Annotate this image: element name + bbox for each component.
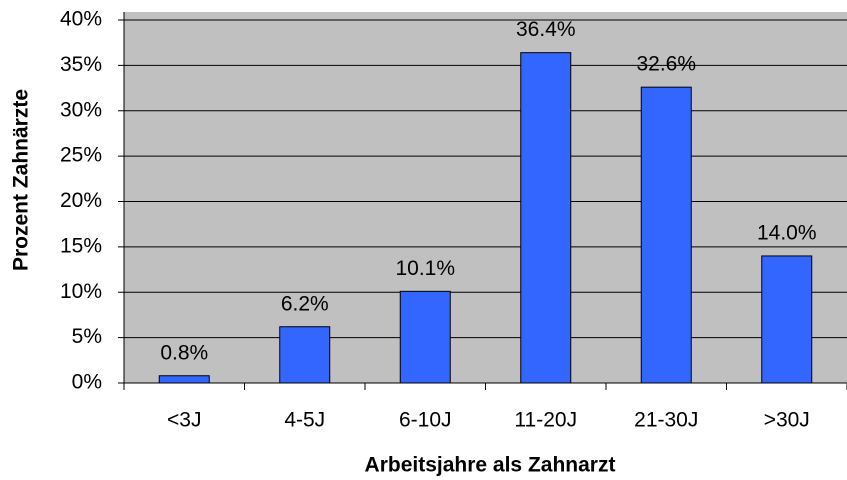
bar	[399, 290, 451, 384]
x-tick-label: 6-10J	[399, 409, 452, 432]
data-label: 36.4%	[516, 18, 576, 41]
x-tick-label: <3J	[167, 409, 201, 432]
x-tick-label: 11-20J	[514, 409, 577, 432]
plot-background	[124, 12, 847, 383]
bar	[761, 255, 813, 384]
y-tick-label: 30%	[60, 98, 102, 121]
bar	[640, 86, 692, 384]
data-label: 6.2%	[281, 292, 329, 315]
y-tick-label: 25%	[60, 144, 102, 167]
data-label: 32.6%	[636, 53, 696, 76]
y-tick-label: 5%	[72, 325, 102, 348]
x-axis-title: Arbeitsjahre als Zahnarzt	[365, 454, 616, 477]
y-tick-label: 10%	[60, 280, 102, 303]
data-label: 10.1%	[395, 257, 455, 280]
x-tick-label: 21-30J	[634, 409, 698, 432]
x-tick-label: >30J	[764, 409, 810, 432]
y-tick-label: 0%	[72, 371, 102, 394]
data-label: 0.8%	[160, 341, 208, 364]
x-tick-label: 4-5J	[284, 409, 325, 432]
y-tick-label: 40%	[60, 8, 102, 31]
y-tick-label: 15%	[60, 234, 102, 257]
bar	[279, 326, 331, 384]
data-label: 14.0%	[757, 221, 817, 244]
y-axis-title: Prozent Zahnärzte	[10, 89, 33, 271]
bar	[158, 375, 210, 384]
y-tick-label: 35%	[60, 53, 102, 76]
y-tick-label: 20%	[60, 189, 102, 212]
bar	[520, 52, 572, 384]
